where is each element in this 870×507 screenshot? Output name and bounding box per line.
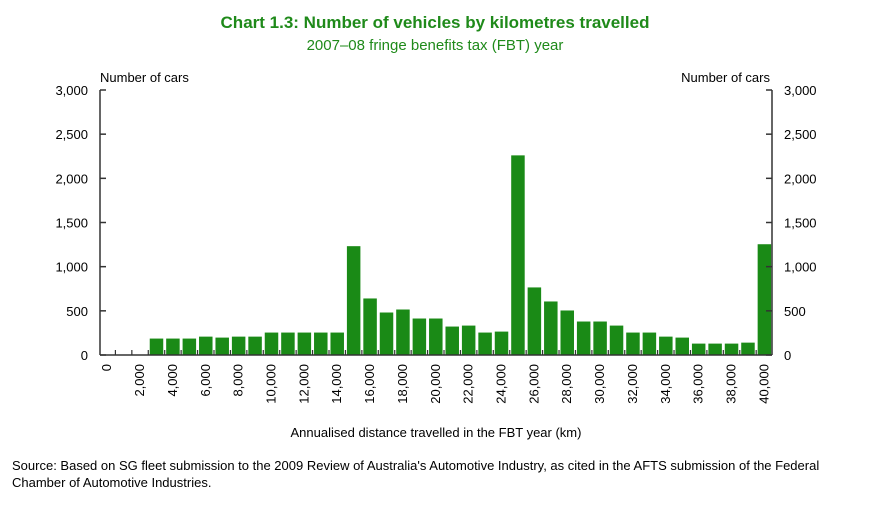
bar	[314, 332, 328, 355]
bar	[478, 332, 492, 355]
x-tick-label: 0	[99, 364, 114, 371]
y-tick-label-right: 1,000	[784, 260, 817, 275]
y-tick-label-left: 1,000	[55, 260, 88, 275]
bar	[626, 332, 640, 355]
bar	[560, 310, 574, 355]
bar	[199, 336, 213, 355]
bar	[511, 155, 525, 355]
bar	[281, 332, 295, 355]
bar	[412, 318, 427, 355]
x-tick-label: 38,000	[724, 364, 739, 404]
x-tick-label: 20,000	[428, 364, 443, 404]
bar	[527, 287, 542, 355]
x-tick-label: 12,000	[296, 364, 311, 404]
y-tick-label-right: 1,500	[784, 216, 817, 231]
x-tick-label: 22,000	[461, 364, 476, 404]
bar	[248, 336, 262, 355]
y-tick-label-left: 1,500	[55, 216, 88, 231]
bar	[363, 298, 377, 355]
x-tick-label: 36,000	[691, 364, 706, 404]
y-tick-label-left: 3,000	[55, 83, 88, 98]
x-tick-label: 28,000	[559, 364, 574, 404]
bar	[149, 338, 164, 355]
bar	[609, 325, 624, 355]
x-tick-label: 16,000	[362, 364, 377, 404]
bar	[264, 332, 279, 355]
x-tick-label: 24,000	[494, 364, 509, 404]
bar	[544, 301, 558, 355]
x-tick-label: 32,000	[625, 364, 640, 404]
bar	[708, 343, 722, 355]
x-tick-label: 4,000	[165, 364, 180, 397]
bar	[215, 337, 229, 355]
x-tick-label: 18,000	[395, 364, 410, 404]
y-tick-label-left: 2,000	[55, 171, 88, 186]
x-tick-label: 34,000	[658, 364, 673, 404]
bar	[691, 343, 706, 355]
x-tick-label: 6,000	[198, 364, 213, 397]
bar	[593, 321, 607, 355]
x-tick-label: 2,000	[132, 364, 147, 397]
x-tick-label: 10,000	[264, 364, 279, 404]
bar	[231, 336, 246, 355]
y-tick-label-left: 0	[81, 348, 88, 363]
source-note: Source: Based on SG fleet submission to …	[12, 458, 820, 490]
bar	[396, 309, 410, 355]
bar	[461, 325, 476, 355]
x-axis-label: Annualised distance travelled in the FBT…	[291, 425, 582, 440]
bar	[166, 338, 180, 355]
y-tick-label-right: 2,000	[784, 171, 817, 186]
x-tick-label: 14,000	[329, 364, 344, 404]
bar	[494, 331, 509, 355]
x-tick-label: 40,000	[756, 364, 771, 404]
bar	[757, 244, 772, 355]
x-tick-label: 8,000	[231, 364, 246, 397]
bar	[429, 318, 443, 355]
bar	[346, 246, 361, 355]
bar	[182, 338, 197, 355]
chart-subtitle: 2007–08 fringe benefits tax (FBT) year	[307, 37, 564, 54]
bar	[330, 332, 344, 355]
x-tick-label: 30,000	[592, 364, 607, 404]
bar	[576, 321, 591, 355]
bar	[741, 342, 755, 355]
bar	[642, 332, 657, 355]
bar	[379, 312, 394, 355]
bar	[675, 337, 689, 355]
y-tick-label-right: 0	[784, 348, 791, 363]
y-tick-label-right: 3,000	[784, 83, 817, 98]
y-tick-label-right: 2,500	[784, 127, 817, 142]
x-tick-label: 26,000	[526, 364, 541, 404]
y-tick-label-left: 2,500	[55, 127, 88, 142]
y-tick-label-left: 500	[66, 304, 88, 319]
bar	[297, 332, 312, 355]
y-axis-label-right: Number of cars	[681, 70, 770, 85]
bar	[659, 336, 673, 355]
y-tick-label-right: 500	[784, 304, 806, 319]
bar	[445, 326, 459, 355]
bar	[724, 343, 739, 355]
y-axis-label-left: Number of cars	[100, 70, 189, 85]
bar-chart: Chart 1.3: Number of vehicles by kilomet…	[55, 13, 817, 440]
chart-title: Chart 1.3: Number of vehicles by kilomet…	[221, 13, 650, 32]
